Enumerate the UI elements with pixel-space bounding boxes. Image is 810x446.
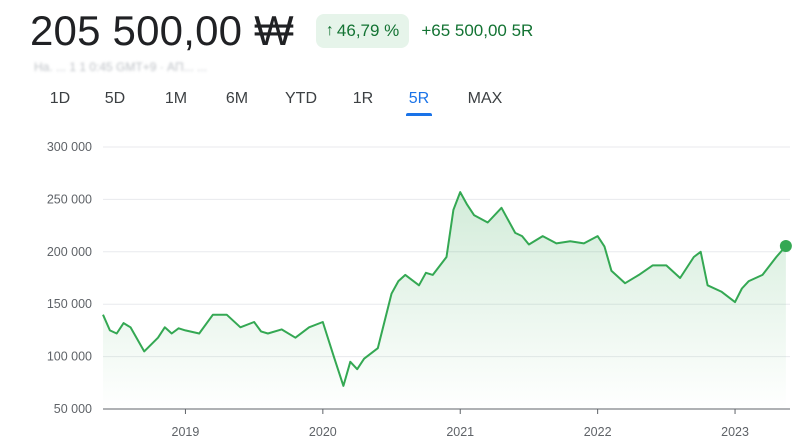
y-tick-label: 150 000 (47, 297, 92, 311)
y-tick-label: 300 000 (47, 140, 92, 154)
y-tick-label: 200 000 (47, 245, 92, 259)
y-tick-label: 50 000 (54, 402, 92, 416)
tab-6m[interactable]: 6M (225, 90, 249, 107)
tab-5r[interactable]: 5R (406, 86, 432, 116)
tab-max[interactable]: MAX (467, 90, 503, 107)
x-tick-label: 2019 (172, 425, 200, 439)
price-line (102, 191, 787, 387)
quote-header: 205 500,00 ₩ ↑ 46,79 % +65 500,00 5R (30, 6, 533, 56)
x-tick-label: 2022 (584, 425, 612, 439)
tab-ytd[interactable]: YTD (285, 90, 317, 107)
x-tick-label: 2023 (721, 425, 749, 439)
y-tick-label: 250 000 (47, 192, 92, 206)
change-percent: 46,79 % (336, 21, 400, 40)
tab-1m[interactable]: 1M (164, 90, 188, 107)
x-tick-label: 2020 (309, 425, 337, 439)
tab-1r[interactable]: 1R (352, 90, 374, 107)
change-percent-badge: ↑ 46,79 % (315, 14, 410, 48)
change-absolute: +65 500,00 5R (421, 21, 534, 40)
price-area-fill (103, 192, 786, 409)
tab-5d[interactable]: 5D (104, 90, 126, 107)
current-price: 205 500,00 ₩ (30, 7, 294, 54)
x-tick-label: 2021 (446, 425, 474, 439)
current-price-point (779, 240, 792, 253)
y-tick-label: 100 000 (47, 350, 92, 364)
tab-1d[interactable]: 1D (49, 90, 71, 107)
quote-timestamp: Ha. ... 1 1 0:45 GMT+9 · ΑΠ... ... (34, 60, 208, 74)
arrow-up-icon: ↑ (325, 22, 334, 39)
